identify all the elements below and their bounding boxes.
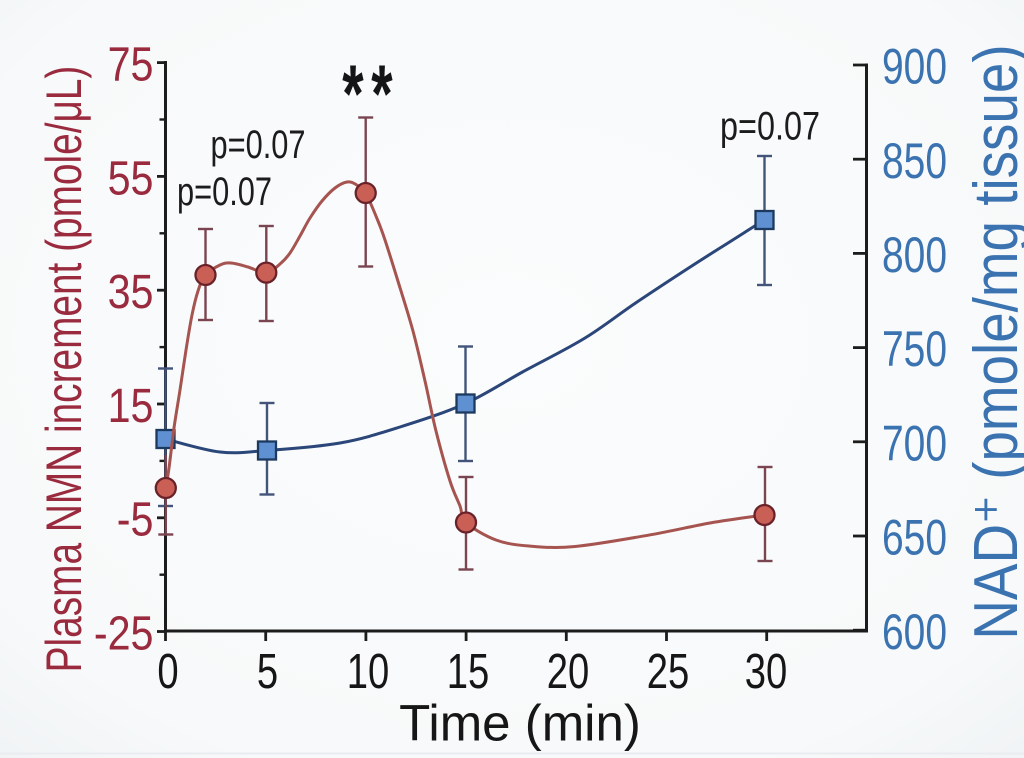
svg-text:25: 25 xyxy=(647,645,690,700)
svg-text:650: 650 xyxy=(882,509,947,566)
svg-text:p=0.07: p=0.07 xyxy=(177,169,272,214)
svg-text:NAD⁺ (pmole/mg tissue): NAD⁺ (pmole/mg tissue) xyxy=(962,44,1024,639)
svg-text:30: 30 xyxy=(745,645,788,700)
svg-text:700: 700 xyxy=(882,415,947,472)
svg-text:35: 35 xyxy=(108,265,154,319)
svg-text:10: 10 xyxy=(347,645,390,700)
svg-text:-5: -5 xyxy=(117,493,154,547)
svg-text:p=0.07: p=0.07 xyxy=(210,122,305,167)
svg-text:15: 15 xyxy=(108,379,154,433)
svg-text:600: 600 xyxy=(882,603,947,660)
svg-text:850: 850 xyxy=(882,132,947,189)
svg-text:55: 55 xyxy=(108,151,154,205)
svg-text:5: 5 xyxy=(257,645,278,700)
svg-text:75: 75 xyxy=(108,38,154,92)
svg-text:900: 900 xyxy=(882,38,947,95)
svg-text:0: 0 xyxy=(157,645,178,700)
svg-text:750: 750 xyxy=(882,320,947,377)
svg-text:15: 15 xyxy=(447,645,490,700)
svg-text:Plasma NMN increment (pmole/μL: Plasma NMN increment (pmole/μL) xyxy=(36,66,92,673)
svg-text:-25: -25 xyxy=(94,607,154,661)
svg-text:*: * xyxy=(371,48,393,140)
svg-text:*: * xyxy=(342,48,364,140)
svg-text:Time (min): Time (min) xyxy=(399,695,641,752)
svg-text:20: 20 xyxy=(547,645,590,700)
svg-text:p=0.07: p=0.07 xyxy=(720,103,820,148)
svg-text:800: 800 xyxy=(882,226,947,283)
